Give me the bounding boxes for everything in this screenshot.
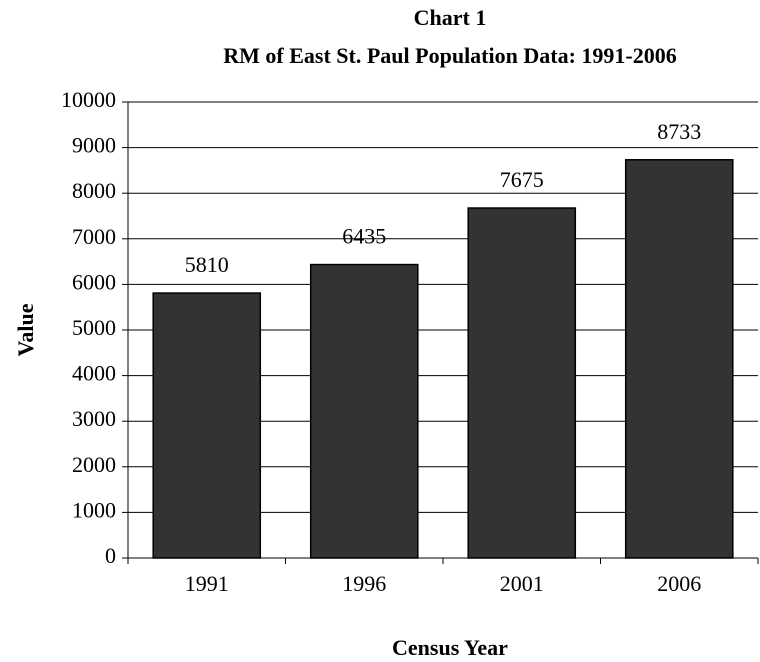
data-label: 8733 — [657, 119, 701, 144]
x-tick-label: 2006 — [657, 571, 701, 596]
x-tick-label: 2001 — [500, 571, 544, 596]
bar — [624, 159, 734, 559]
chart-subtitle: RM of East St. Paul Population Data: 199… — [223, 43, 676, 68]
bar — [152, 292, 262, 559]
x-axis-label: Census Year — [392, 635, 508, 660]
y-tick-label: 3000 — [72, 406, 116, 431]
x-tick-label: 1996 — [342, 571, 386, 596]
bar — [467, 207, 577, 559]
data-label: 7675 — [500, 167, 544, 192]
bar — [309, 263, 419, 559]
y-tick-label: 7000 — [72, 224, 116, 249]
y-tick-label: 1000 — [72, 497, 116, 522]
y-tick-label: 4000 — [72, 361, 116, 386]
chart-title: Chart 1 — [414, 5, 487, 30]
x-tick-label: 1991 — [185, 571, 229, 596]
data-label: 6435 — [342, 224, 386, 249]
y-tick-label: 8000 — [72, 178, 116, 203]
y-tick-label: 6000 — [72, 269, 116, 294]
y-tick-label: 5000 — [72, 315, 116, 340]
data-label: 5810 — [185, 252, 229, 277]
y-tick-label: 10000 — [61, 87, 116, 112]
y-tick-label: 2000 — [72, 452, 116, 477]
y-axis-label: Value — [13, 303, 38, 356]
y-tick-label: 9000 — [72, 133, 116, 158]
y-tick-label: 0 — [105, 543, 116, 568]
